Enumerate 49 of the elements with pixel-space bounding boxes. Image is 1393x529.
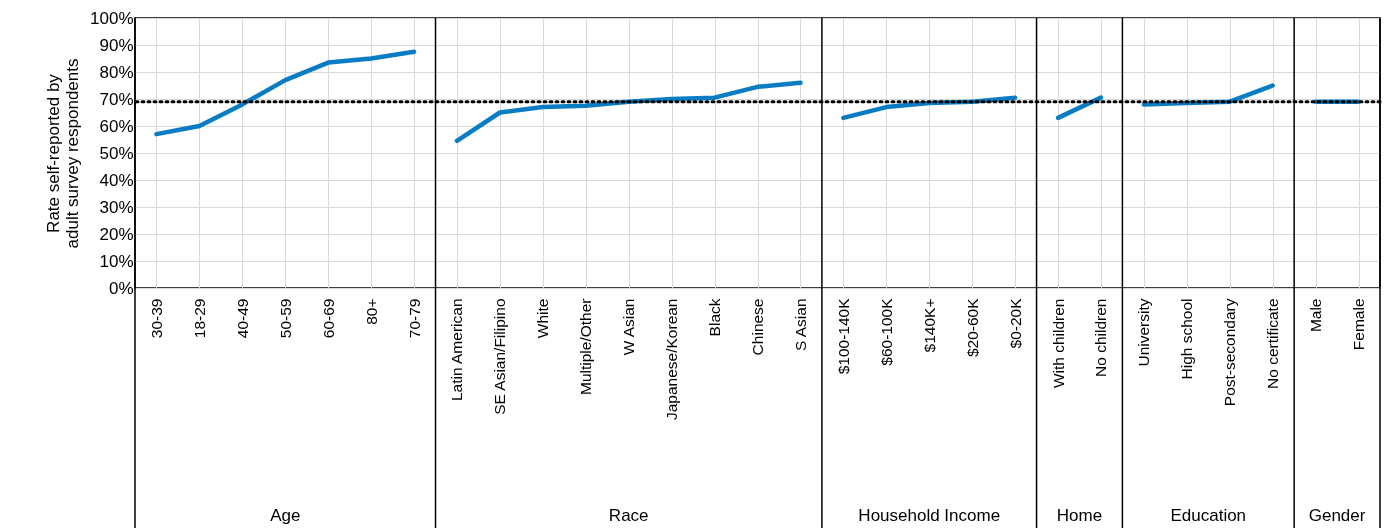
line-series [154,49,417,137]
y-tick-label: 10% [99,251,134,271]
x-tick-label: $20-60K [963,297,981,358]
x-tick-label: S Asian [791,298,809,352]
x-tick-label: High school [1178,298,1196,380]
y-tick-label: 60% [99,116,134,136]
text: Home [1056,506,1103,525]
y-tick-label: 80% [99,62,134,82]
x-tick-label: Post-secondary [1221,298,1239,407]
x-tick-label: With children [1049,298,1067,389]
x-tick-label: Male [1307,298,1325,333]
x-tick-label: $100-140K [834,297,852,375]
x-tick-label: No certificate [1264,298,1282,389]
x-tick-label: 80+ [362,298,380,325]
y-tick-label: 90% [99,35,134,55]
x-tick-label: University [1135,298,1153,367]
y-tick-label: 40% [99,170,134,190]
x-tick-label: W Asian [620,298,638,356]
x-tick-label: White [534,298,552,339]
x-tick-label: SE Asian/Filipino [491,298,509,415]
y-tick-label: 50% [99,143,134,163]
x-tick-label: Chinese [749,298,766,356]
x-tick-label: Black [706,298,724,337]
x-tick-label: 60-69 [319,298,337,339]
x-tick-label: $60-100K [877,297,895,366]
y-tick-label: 30% [99,197,134,217]
x-tick-label: Japanese/Korean [663,298,681,421]
y-tick-label: 100% [90,8,134,28]
x-tick-label: Latin American [448,298,466,402]
y-tick-label: 0% [108,278,134,298]
x-tick-label: Multiple/Other [577,298,595,395]
x-tick-label: $0-20K [1006,297,1024,349]
line-series [454,80,803,144]
y-axis-title: Rate self-reported by adult survey respondents [44,58,83,249]
text: Household Income [858,506,1001,525]
text: Race [608,506,649,525]
x-tick-label: Female [1350,298,1368,351]
x-tick-label: No children [1092,298,1110,377]
text: Age [270,506,301,525]
x-tick-label: 70-79 [405,298,423,339]
x-tick-label: 40-49 [233,298,251,339]
text: Gender [1308,506,1366,525]
text: Education [1170,506,1247,525]
y-tick-label: 20% [99,224,134,244]
y-tick-label: 70% [99,89,134,109]
x-tick-label: 18-29 [190,298,208,339]
x-tick-label: 30-39 [147,298,165,339]
x-tick-label: 50-59 [276,298,294,339]
x-tick-label: $140K+ [920,298,938,353]
